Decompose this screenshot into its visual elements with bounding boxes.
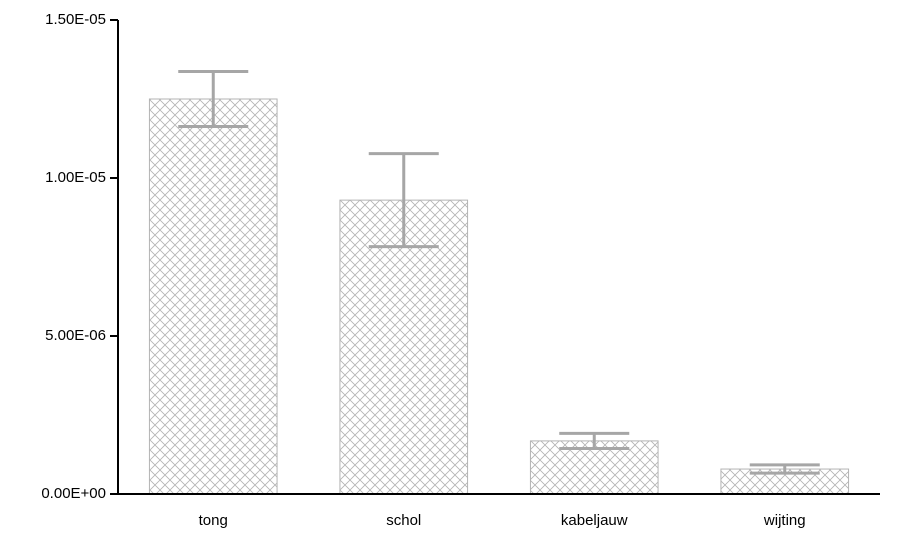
- y-tick-label: 0.00E+00: [41, 485, 106, 502]
- x-tick-label: schol: [386, 512, 421, 529]
- x-tick-label: tong: [199, 512, 228, 529]
- bar: [148, 98, 278, 495]
- y-tick-label: 5.00E-06: [45, 327, 106, 344]
- x-tick-label: wijting: [763, 512, 806, 529]
- y-tick-label: 1.50E-05: [45, 11, 106, 28]
- y-tick-label: 1.00E-05: [45, 169, 106, 186]
- bar: [339, 199, 469, 495]
- x-tick-label: kabeljauw: [561, 512, 628, 529]
